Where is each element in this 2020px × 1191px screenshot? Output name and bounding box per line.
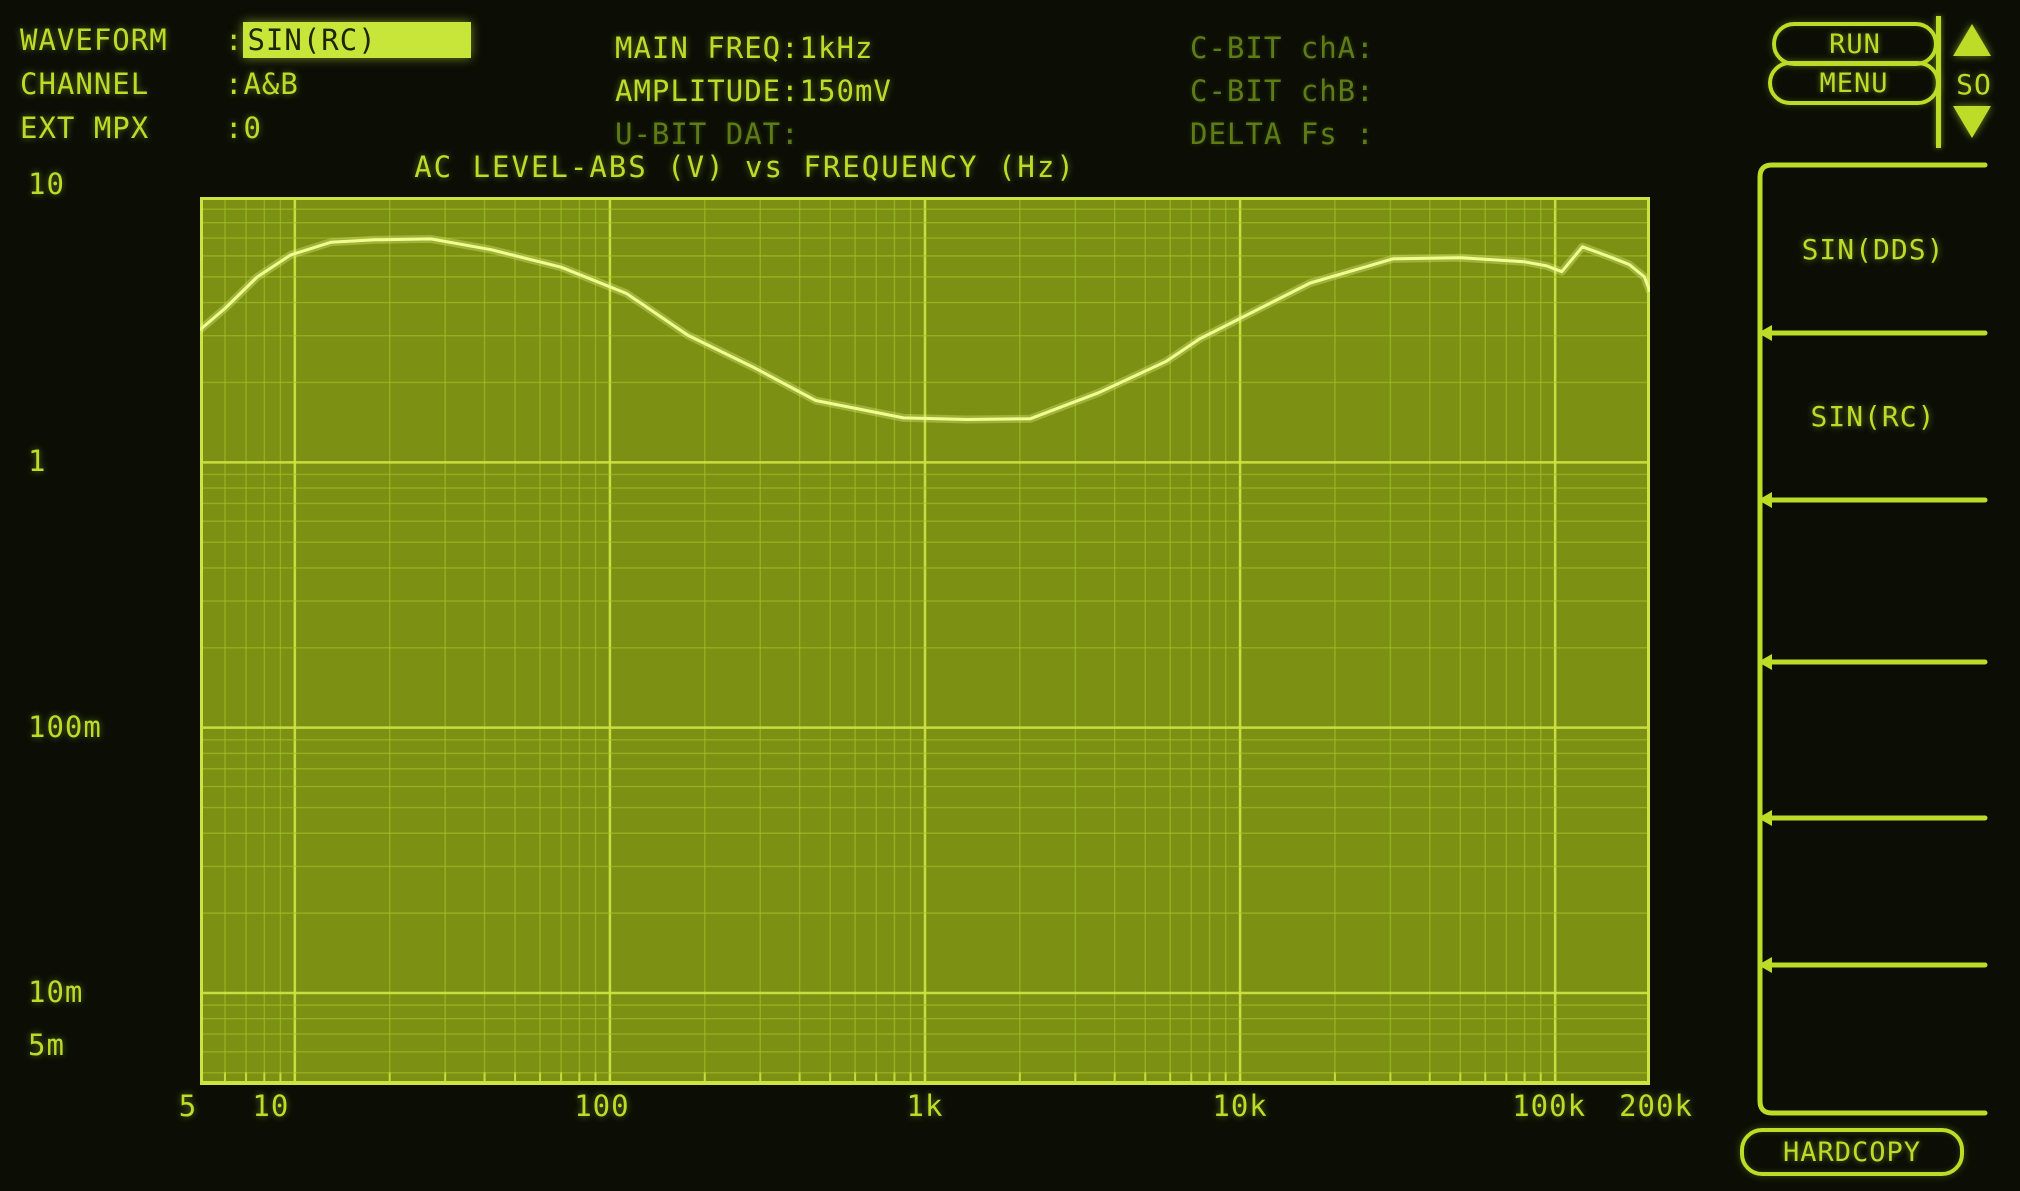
x-tick-200k: 200k (1619, 1089, 1693, 1123)
down-arrow-icon[interactable] (1953, 106, 1991, 138)
waveform-value-field[interactable]: SIN(RC) (243, 22, 472, 58)
c-bit-cha-row: C-BIT chA: (1190, 30, 1375, 65)
c-bit-chb-row: C-BIT chB: (1190, 73, 1375, 108)
softkey-notch-icon (1758, 325, 1772, 341)
softkey-outline (1757, 162, 1988, 1116)
menu-button[interactable]: MENU (1768, 61, 1940, 105)
softkey-notch-icon (1758, 492, 1772, 508)
ext-mpx-label: EXT MPX (20, 111, 150, 145)
scroll-divider (1936, 16, 1941, 148)
softkey-notch-icon (1758, 810, 1772, 826)
header-settings-col2: MAIN FREQ:1kHz AMPLITUDE:150mV U-BIT DAT… (615, 26, 892, 155)
x-tick-10: 10 (252, 1089, 290, 1123)
ext-mpx-colon: : (225, 111, 244, 145)
main-freq-row: MAIN FREQ:1kHz (615, 30, 874, 65)
y-tick-10: 10 (28, 167, 65, 201)
delta-fs-row: DELTA Fs : (1190, 116, 1375, 151)
response-curve (199, 237, 1652, 421)
y-tick-10m: 10m (28, 974, 84, 1009)
hardcopy-button[interactable]: HARDCOPY (1740, 1128, 1964, 1176)
waveform-row: WAVEFORM: SIN(RC) (20, 18, 472, 62)
channel-label: CHANNEL (20, 67, 150, 101)
softkey-blank-6[interactable] (1762, 965, 1984, 1113)
chart-title: AC LEVEL-ABS (V) vs FREQUENCY (Hz) (414, 150, 1076, 184)
softkey-blank-3[interactable] (1762, 500, 1984, 662)
softkey-notch-icon (1758, 957, 1772, 973)
header-settings-col1: WAVEFORM: SIN(RC) CHANNEL: A&B EXT MPX:0 (20, 18, 472, 150)
plot-area (197, 195, 1654, 1085)
ext-mpx-value-field[interactable]: 0 (243, 111, 262, 145)
y-tick-5m: 5m (28, 1027, 65, 1062)
channel-colon: : (225, 67, 244, 101)
frequency-response-chart (197, 195, 1654, 1085)
u-bit-dat-row: U-BIT DAT: (615, 116, 800, 151)
x-tick-5: 5 (178, 1089, 198, 1123)
header-settings-col3: C-BIT chA: C-BIT chB: DELTA Fs : (1190, 26, 1375, 155)
softkey-blank-5[interactable] (1762, 818, 1984, 965)
y-tick-1: 1 (28, 444, 47, 479)
amplitude-row: AMPLITUDE:150mV (615, 73, 892, 108)
x-tick-1k: 1k (906, 1089, 944, 1123)
softkey-sin-rc[interactable]: SIN(RC) (1810, 400, 1936, 433)
channel-value-field[interactable]: A&B (243, 67, 299, 101)
channel-row: CHANNEL: A&B (20, 62, 471, 106)
waveform-colon: : (225, 23, 244, 57)
x-tick-100k: 100k (1512, 1089, 1587, 1123)
softkey-notch-icon (1758, 654, 1772, 670)
waveform-label: WAVEFORM (20, 23, 168, 57)
x-tick-10k: 10k (1212, 1089, 1268, 1123)
ext-mpx-row: EXT MPX:0 (20, 106, 471, 150)
x-tick-100: 100 (574, 1089, 630, 1123)
up-arrow-icon[interactable] (1953, 24, 1991, 56)
y-tick-100m: 100m (28, 709, 102, 744)
softkey-blank-4[interactable] (1762, 662, 1984, 818)
run-button[interactable]: RUN (1772, 22, 1938, 66)
scroll-page-label: SO (1956, 68, 1992, 101)
softkey-column (1757, 162, 1988, 1116)
softkey-sin-dds[interactable]: SIN(DDS) (1801, 232, 1945, 266)
